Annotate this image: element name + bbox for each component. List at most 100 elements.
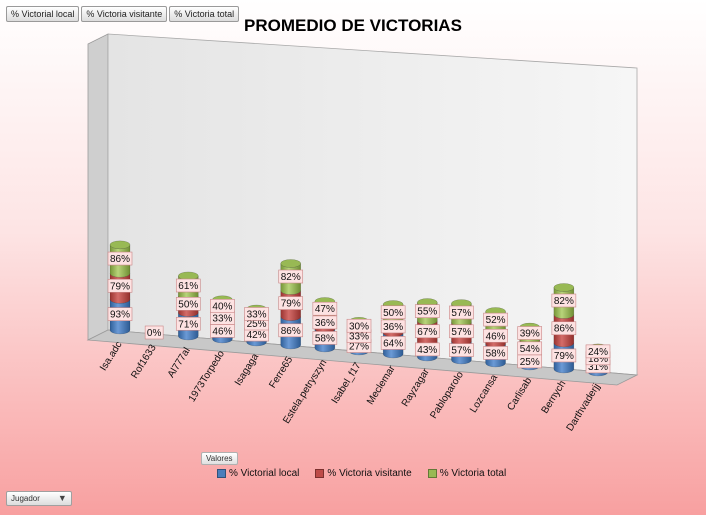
x-tick-label: Isabel_f17: [330, 360, 364, 405]
data-label-box: [551, 321, 577, 336]
data-label-local: 93%: [107, 307, 133, 321]
data-label-box: [380, 336, 406, 350]
data-label-box: [483, 328, 508, 343]
data-label-text: 79%: [110, 281, 130, 292]
legend: % Victorial local % Victoria visitante %…: [217, 468, 506, 479]
data-label-text: 82%: [281, 272, 301, 283]
data-label-text: 71%: [178, 319, 198, 330]
data-label-text: 42%: [247, 330, 267, 341]
data-label-box: [312, 331, 338, 345]
data-label-text: 86%: [281, 326, 301, 337]
data-label-visitante: 36%: [380, 319, 406, 334]
x-tick-label: Rayzagar: [400, 366, 432, 409]
valores-button[interactable]: Valores: [201, 452, 238, 465]
data-label-total: 82%: [551, 293, 577, 308]
data-label-box: [175, 297, 201, 311]
data-label-total: 55%: [414, 304, 440, 318]
data-label-text: 40%: [212, 301, 232, 312]
legend-item-visitante: % Victoria visitante: [315, 468, 412, 479]
data-label-text: 79%: [554, 351, 574, 362]
field-button-visitante[interactable]: % Victoria visitante: [81, 6, 168, 22]
data-label-text: 46%: [486, 331, 506, 342]
data-label-total: 61%: [175, 278, 201, 293]
data-label-visitante: 50%: [175, 297, 201, 311]
data-label-box: [175, 316, 201, 331]
x-tick-label: Bernych: [540, 379, 569, 416]
data-label-box: [517, 326, 543, 340]
data-label-box: [244, 307, 269, 321]
data-label-text: 57%: [451, 327, 471, 338]
data-label-visitante: 46%: [483, 328, 508, 343]
field-button-local[interactable]: % Victorial local: [6, 6, 80, 22]
data-label-box: [312, 315, 338, 330]
left-wall: [87, 33, 109, 341]
data-label-total: 39%: [517, 326, 543, 340]
data-label-text: 57%: [451, 308, 471, 319]
floor: [86, 329, 639, 386]
data-label-box: [585, 344, 611, 359]
data-label-box: [278, 269, 304, 284]
bar-group: 57% 57% 57%: [449, 299, 474, 365]
x-tick-label: Al777al: [166, 346, 193, 380]
data-label-box: [449, 343, 474, 357]
data-label-text: 30%: [349, 321, 369, 332]
bar-group: 0%: [144, 325, 164, 340]
data-label-text: 50%: [178, 299, 198, 310]
data-label-text: 52%: [486, 315, 506, 326]
field-button-total[interactable]: % Victoria total: [169, 6, 240, 22]
legend-item-local: % Victorial local: [217, 468, 299, 479]
bar-group: 58% 36% 47%: [312, 297, 338, 353]
data-label-local: 86%: [278, 323, 304, 338]
data-label-box: [483, 312, 508, 327]
bar-top-cap: [280, 259, 301, 268]
data-label-text: 33%: [212, 313, 232, 324]
data-label-text: 18%: [588, 354, 608, 365]
filter-icon: ▼: [57, 493, 67, 503]
data-label-visitante: 67%: [414, 324, 440, 339]
data-label-text: 46%: [212, 326, 232, 337]
data-label-text: 36%: [315, 318, 335, 329]
data-label-total: 52%: [483, 312, 508, 327]
bar-group: 64% 36% 50%: [380, 300, 406, 359]
data-label-text: 58%: [486, 348, 506, 359]
data-label-total: 57%: [449, 305, 474, 320]
data-label-box: [414, 342, 440, 357]
data-label-text: 39%: [520, 328, 540, 339]
data-label-total: 40%: [210, 299, 235, 313]
data-label-box: [210, 299, 235, 313]
x-tick-label: Meclemar: [365, 363, 398, 407]
data-label-box: [278, 296, 304, 310]
data-label-text: 79%: [281, 299, 301, 310]
data-label-box: [107, 307, 133, 321]
data-label-box: [483, 346, 508, 360]
legend-swatch-visitante: [315, 469, 325, 478]
data-label-text: 55%: [417, 307, 437, 318]
data-label-box: [144, 325, 164, 340]
data-label-local: 71%: [175, 316, 201, 331]
data-label-box: [380, 305, 406, 320]
data-label-text: 25%: [247, 319, 267, 330]
data-label-visitante: 79%: [107, 278, 133, 293]
data-label-total: 24%: [585, 344, 611, 359]
bar-group: 71% 50% 61%: [175, 271, 201, 341]
data-label-text: 43%: [417, 345, 437, 356]
data-label-text: 0%: [147, 328, 162, 339]
data-label-text: 31%: [588, 362, 608, 373]
data-label-box: [449, 324, 474, 339]
jugador-label: Jugador: [11, 494, 40, 503]
x-tick-label: Pabloparolo: [428, 369, 466, 420]
data-label-box: [551, 348, 577, 363]
legend-swatch-local: [217, 469, 226, 478]
data-label-text: 82%: [554, 296, 574, 307]
x-tick-label: 1973Torpedo: [187, 348, 227, 404]
data-label-local: 58%: [483, 346, 508, 360]
data-label-visitante: 36%: [312, 315, 338, 330]
jugador-filter-button[interactable]: Jugador ▼: [6, 491, 72, 506]
data-label-text: 25%: [520, 357, 540, 368]
data-label-text: 86%: [110, 254, 130, 265]
data-label-local: 64%: [380, 336, 406, 350]
legend-label-visitante: % Victoria visitante: [327, 468, 412, 479]
data-label-text: 61%: [178, 281, 198, 292]
data-label-text: 47%: [315, 304, 335, 315]
